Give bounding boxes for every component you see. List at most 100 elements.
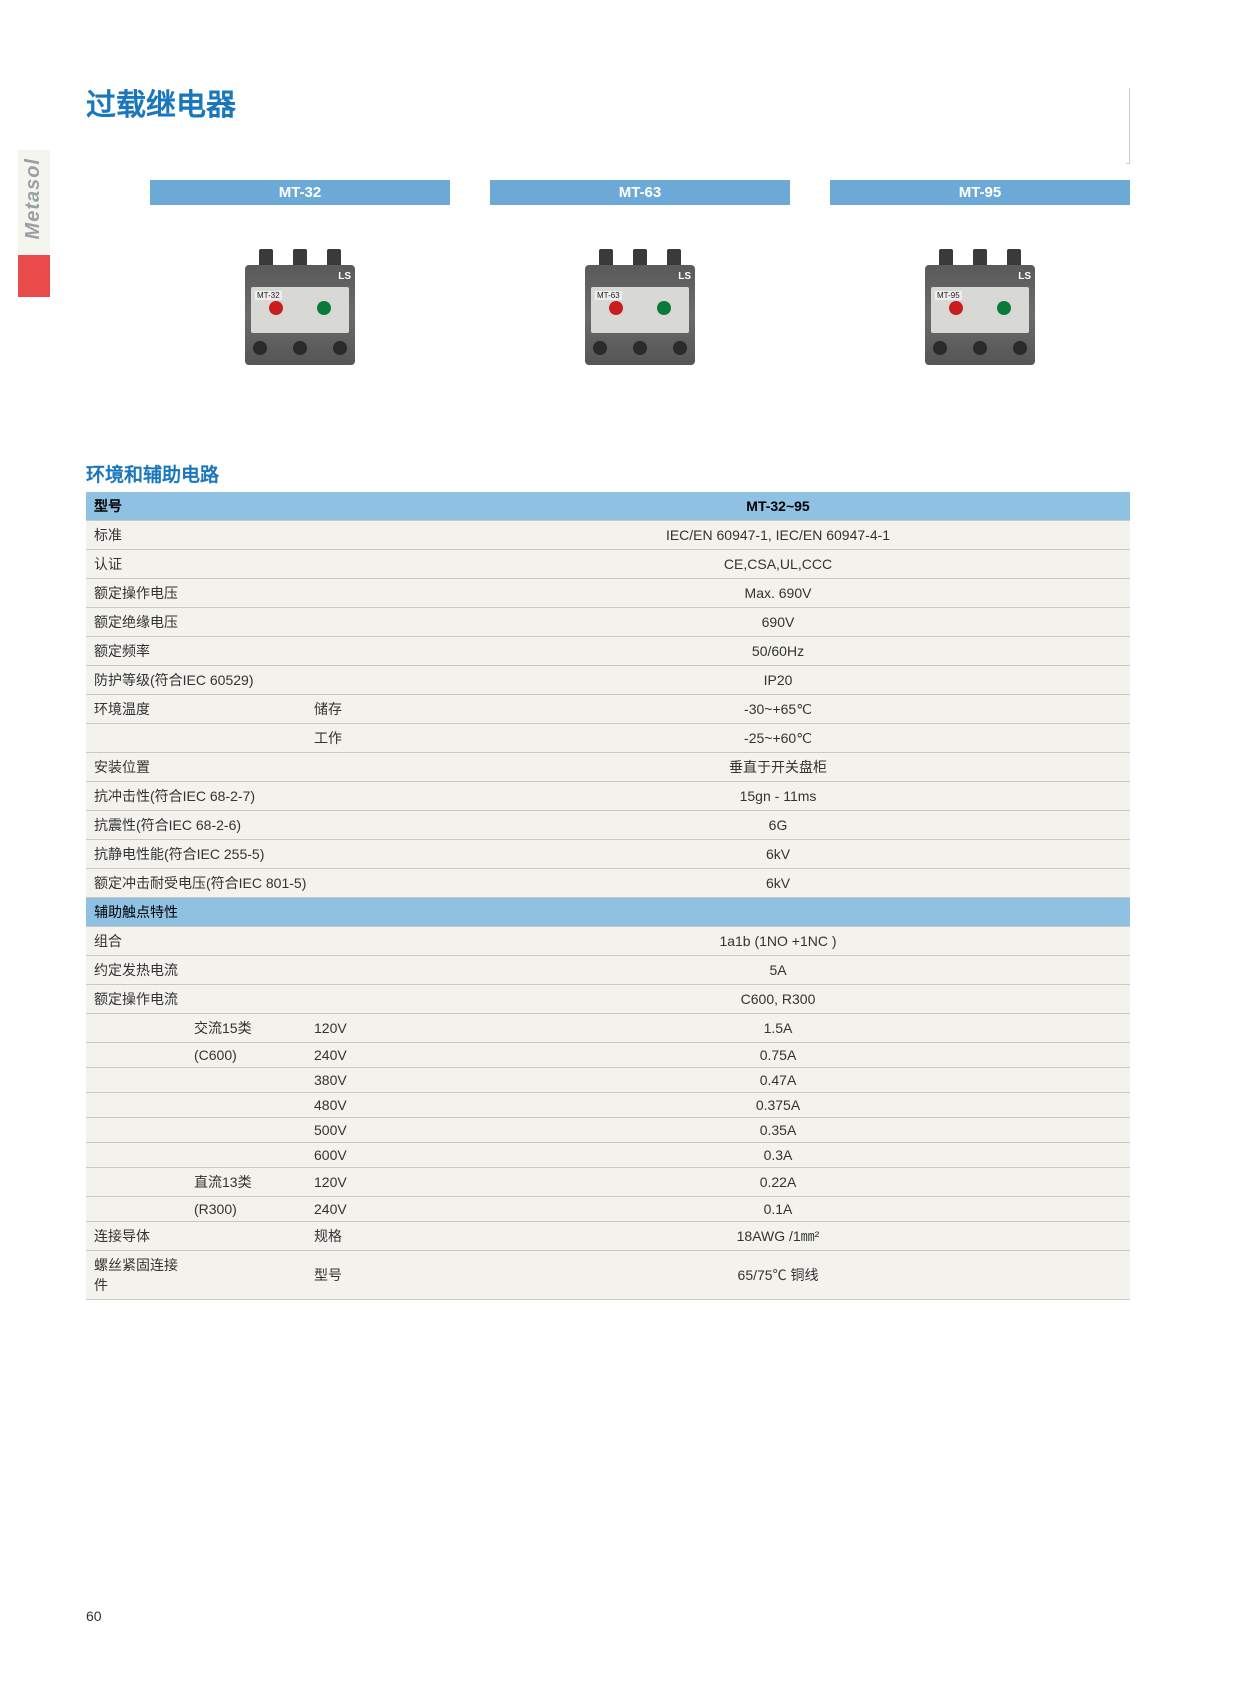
table-row: 螺丝紧固连接件型号65/75℃ 铜线 xyxy=(86,1251,1130,1300)
cell-sub2: 240V xyxy=(306,1197,426,1222)
cell-value: IP20 xyxy=(426,666,1130,695)
cell-value: 0.3A xyxy=(426,1143,1130,1168)
table-row: 额定频率50/60Hz xyxy=(86,637,1130,666)
cell-sub1 xyxy=(186,1093,306,1118)
cell-sub2: 工作 xyxy=(306,724,426,753)
table-row: 额定操作电压Max. 690V xyxy=(86,579,1130,608)
cell-label: 抗静电性能(符合IEC 255-5) xyxy=(86,840,426,869)
cell-sub2: 规格 xyxy=(306,1222,426,1251)
cell-label xyxy=(86,1093,186,1118)
table-row: 连接导体规格18AWG /1㎜² xyxy=(86,1222,1130,1251)
cell-sub1: 交流15类 xyxy=(186,1014,306,1043)
table-row: 600V0.3A xyxy=(86,1143,1130,1168)
table-row: 额定绝缘电压690V xyxy=(86,608,1130,637)
cell-label: 抗冲击性(符合IEC 68-2-7) xyxy=(86,782,426,811)
product-row: MT-32 MT-32 LS MT-63 MT-63 LS MT-95 xyxy=(150,180,1130,375)
table-sub-header: 辅助触点特性 xyxy=(86,898,1130,927)
table-header-right: MT-32~95 xyxy=(426,492,1130,521)
table-row: (C600)240V0.75A xyxy=(86,1043,1130,1068)
cell-sub1: 直流13类 xyxy=(186,1168,306,1197)
product-label: MT-32 xyxy=(150,180,450,205)
cell-label: 认证 xyxy=(86,550,426,579)
cell-value: C600, R300 xyxy=(426,985,1130,1014)
table-row: 抗震性(符合IEC 68-2-6)6G xyxy=(86,811,1130,840)
table-row: 约定发热电流5A xyxy=(86,956,1130,985)
cell-label xyxy=(86,1197,186,1222)
device-image: MT-63 LS xyxy=(575,245,705,375)
cell-sub1 xyxy=(186,1251,306,1300)
device-image: MT-95 LS xyxy=(915,245,1045,375)
cell-sub2: 240V xyxy=(306,1043,426,1068)
table-row: (R300)240V0.1A xyxy=(86,1197,1130,1222)
cell-label xyxy=(86,1043,186,1068)
side-tab-accent xyxy=(18,255,50,297)
cell-sub2: 120V xyxy=(306,1168,426,1197)
page-title: 过载继电器 xyxy=(86,80,236,124)
device-image: MT-32 LS xyxy=(235,245,365,375)
cell-label: 防护等级(符合IEC 60529) xyxy=(86,666,426,695)
cell-sub1 xyxy=(186,1068,306,1093)
cell-sub1 xyxy=(186,1143,306,1168)
cell-value: 65/75℃ 铜线 xyxy=(426,1251,1130,1300)
cell-label: 额定频率 xyxy=(86,637,426,666)
cell-label: 安装位置 xyxy=(86,753,426,782)
cell-value: 0.1A xyxy=(426,1197,1130,1222)
cell-value: IEC/EN 60947-1, IEC/EN 60947-4-1 xyxy=(426,521,1130,550)
cell-value: 0.375A xyxy=(426,1093,1130,1118)
spec-table: 型号 MT-32~95 标准IEC/EN 60947-1, IEC/EN 609… xyxy=(86,492,1130,1300)
cell-label xyxy=(86,1014,186,1043)
cell-label: 标准 xyxy=(86,521,426,550)
cell-label xyxy=(86,1143,186,1168)
cell-label: 额定操作电流 xyxy=(86,985,426,1014)
cell-value: 6kV xyxy=(426,840,1130,869)
cell-sub2: 储存 xyxy=(306,695,426,724)
table-row: 抗冲击性(符合IEC 68-2-7)15gn - 11ms xyxy=(86,782,1130,811)
product-mt32: MT-32 MT-32 LS xyxy=(150,180,450,375)
cell-label xyxy=(86,1068,186,1093)
cell-value: 0.47A xyxy=(426,1068,1130,1093)
table-row: 直流13类120V0.22A xyxy=(86,1168,1130,1197)
cell-value: Max. 690V xyxy=(426,579,1130,608)
cell-value: 1a1b (1NO +1NC ) xyxy=(426,927,1130,956)
cell-sub2: 380V xyxy=(306,1068,426,1093)
table-row: 环境温度 储存-30~+65℃ xyxy=(86,695,1130,724)
cell-value: CE,CSA,UL,CCC xyxy=(426,550,1130,579)
cell-sub1: (C600) xyxy=(186,1043,306,1068)
cell-sub1 xyxy=(186,724,306,753)
cell-label: 环境温度 xyxy=(86,695,186,724)
table-row: 480V0.375A xyxy=(86,1093,1130,1118)
table-row: 工作-25~+60℃ xyxy=(86,724,1130,753)
cell-value: 5A xyxy=(426,956,1130,985)
cell-label xyxy=(86,1118,186,1143)
cell-label: 螺丝紧固连接件 xyxy=(86,1251,186,1300)
top-rule xyxy=(1126,88,1130,164)
table-row: 安装位置垂直于开关盘柜 xyxy=(86,753,1130,782)
table-row: 额定冲击耐受电压(符合IEC 801-5)6kV xyxy=(86,869,1130,898)
cell-value: 0.75A xyxy=(426,1043,1130,1068)
product-mt63: MT-63 MT-63 LS xyxy=(490,180,790,375)
cell-label xyxy=(86,724,186,753)
cell-value: 15gn - 11ms xyxy=(426,782,1130,811)
brand-side-text: Metasol xyxy=(22,158,45,239)
table-row: 认证CE,CSA,UL,CCC xyxy=(86,550,1130,579)
cell-sub1: (R300) xyxy=(186,1197,306,1222)
table-header-row: 型号 MT-32~95 xyxy=(86,492,1130,521)
cell-sub2: 500V xyxy=(306,1118,426,1143)
cell-value: -25~+60℃ xyxy=(426,724,1130,753)
section-title: 环境和辅助电路 xyxy=(86,460,219,487)
cell-value: 0.22A xyxy=(426,1168,1130,1197)
cell-value: 1.5A xyxy=(426,1014,1130,1043)
cell-sub2: 480V xyxy=(306,1093,426,1118)
table-row: 500V0.35A xyxy=(86,1118,1130,1143)
table-header-left: 型号 xyxy=(86,492,426,521)
page-number: 60 xyxy=(86,1608,102,1624)
table-row: 标准IEC/EN 60947-1, IEC/EN 60947-4-1 xyxy=(86,521,1130,550)
cell-value: 垂直于开关盘柜 xyxy=(426,753,1130,782)
cell-sub2: 120V xyxy=(306,1014,426,1043)
table-row: 抗静电性能(符合IEC 255-5)6kV xyxy=(86,840,1130,869)
table-row: 380V0.47A xyxy=(86,1068,1130,1093)
cell-value: 690V xyxy=(426,608,1130,637)
cell-label: 组合 xyxy=(86,927,426,956)
table-row: 组合1a1b (1NO +1NC ) xyxy=(86,927,1130,956)
cell-value: -30~+65℃ xyxy=(426,695,1130,724)
